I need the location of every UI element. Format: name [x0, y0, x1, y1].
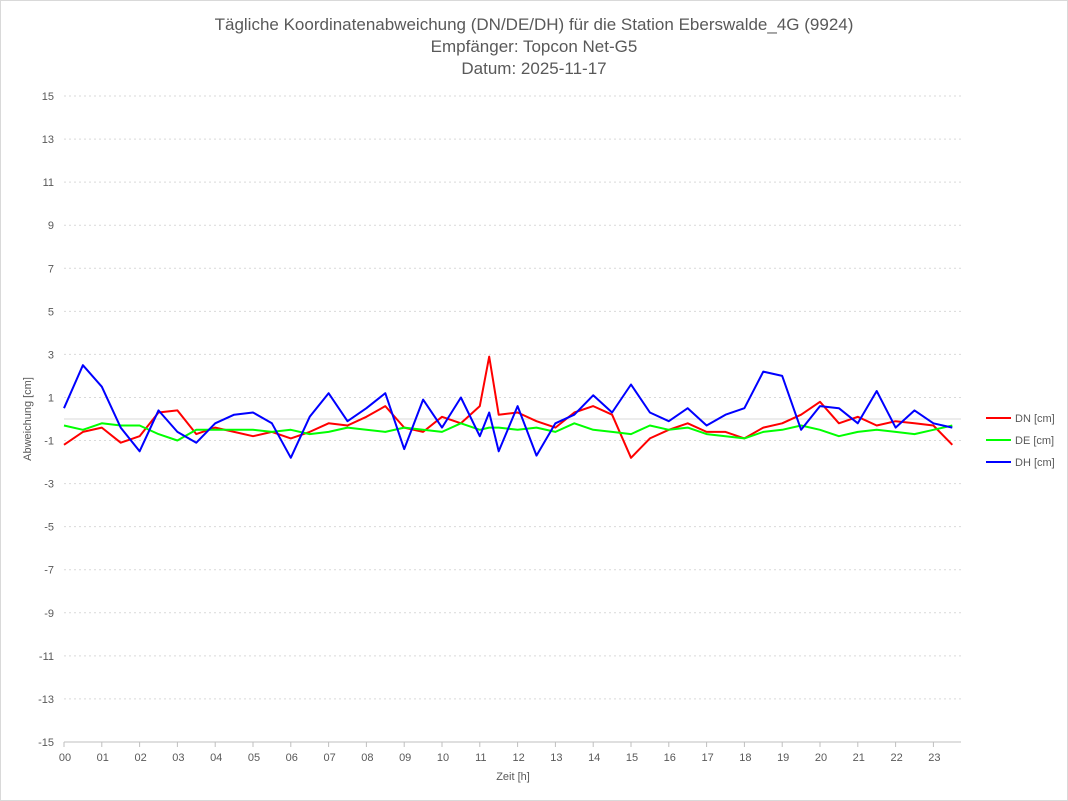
chart-subtitle: Empfänger: Topcon Net-G5 — [431, 37, 638, 56]
x-axis-title: Zeit [h] — [496, 771, 530, 783]
x-tick-label: 14 — [588, 752, 600, 764]
x-tick-label: 08 — [361, 752, 373, 764]
x-tick-label: 21 — [853, 752, 865, 764]
y-tick-label: 9 — [48, 220, 54, 232]
y-tick-label: -13 — [38, 694, 54, 706]
x-tick-label: 20 — [815, 752, 827, 764]
x-tick-label: 07 — [323, 752, 335, 764]
y-tick-labels: 15 13 11 9 7 5 3 1 -1 -3 -5 -7 -9 -11 -13 -15 — [38, 91, 54, 749]
chart-title: Tägliche Koordinatenabweichung (DN/DE/DH… — [215, 15, 854, 34]
x-tick-label: 12 — [512, 752, 524, 764]
x-tick-label: 03 — [172, 752, 184, 764]
x-tick-label: 04 — [210, 752, 222, 764]
x-tick-label: 02 — [134, 752, 146, 764]
y-tick-label: 11 — [43, 177, 54, 189]
y-tick-label: 3 — [48, 349, 54, 361]
chart-date: Datum: 2025-11-17 — [461, 59, 606, 78]
legend-label-2: DH [cm] — [1015, 457, 1055, 469]
y-tick-label: -11 — [39, 651, 54, 663]
x-tick-label: 11 — [475, 752, 486, 764]
y-tick-label: -15 — [38, 737, 54, 749]
series-line-0 — [63, 355, 954, 459]
y-tick-label: 15 — [42, 91, 54, 103]
x-tick-labels: 00 01 02 03 04 05 06 07 08 09 10 11 12 13 14 15 16 17 18 19… — [59, 742, 941, 764]
y-tick-label: 1 — [48, 392, 54, 404]
x-tick-label: 00 — [59, 752, 71, 764]
y-tick-label: -3 — [44, 479, 54, 491]
x-tick-label: 18 — [739, 752, 751, 764]
x-tick-label: 15 — [626, 752, 638, 764]
legend-label-0: DN [cm] — [1015, 413, 1055, 425]
x-tick-label: 05 — [248, 752, 260, 764]
y-tick-label: 7 — [48, 263, 54, 275]
legend: DN [cm] DE [cm] DH [cm] — [986, 413, 1055, 469]
x-tick-label: 23 — [928, 752, 940, 764]
x-tick-label: 10 — [437, 752, 449, 764]
y-tick-label: 13 — [42, 134, 54, 146]
x-tick-label: 13 — [550, 752, 562, 764]
x-tick-label: 01 — [97, 752, 109, 764]
x-tick-label: 19 — [777, 752, 789, 764]
series-lines — [63, 355, 954, 459]
y-tick-label: -9 — [44, 608, 54, 620]
y-tick-label: 5 — [48, 306, 54, 318]
y-tick-label: -1 — [44, 436, 54, 448]
series-line-1 — [63, 422, 953, 442]
y-tick-label: -5 — [44, 522, 54, 534]
x-tick-label: 06 — [286, 752, 298, 764]
x-tick-label: 22 — [890, 752, 902, 764]
x-tick-label: 16 — [664, 752, 676, 764]
y-axis-title: Abweichung [cm] — [22, 377, 34, 461]
y-tick-label: -7 — [44, 565, 54, 577]
series-line-2 — [63, 364, 953, 459]
x-tick-label: 09 — [399, 752, 411, 764]
legend-label-1: DE [cm] — [1015, 435, 1054, 447]
x-tick-label: 17 — [701, 752, 713, 764]
